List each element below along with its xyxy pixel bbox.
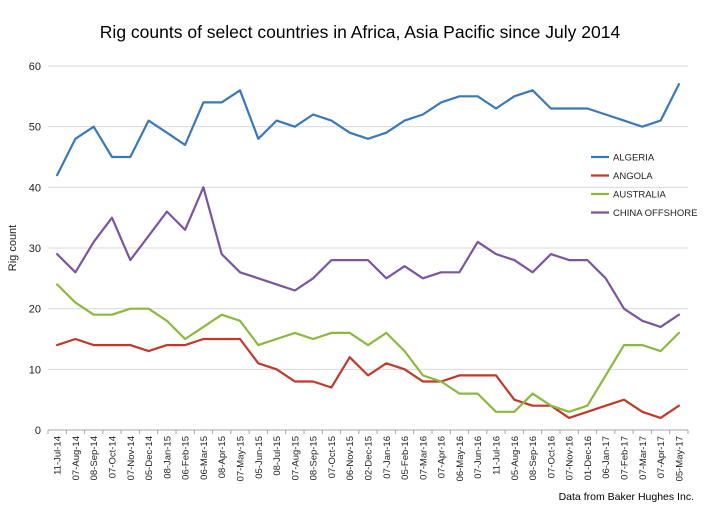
x-tick-label: 07-Mar-17 — [638, 436, 649, 480]
series-line-algeria — [55, 83, 681, 177]
x-tick-label: 11-Jul-14 — [53, 436, 64, 475]
x-tick-label: 07-Aug-14 — [71, 436, 82, 480]
x-tick-label: 07-Jun-16 — [473, 436, 484, 479]
x-tick-label: 05-Dec-14 — [144, 436, 155, 480]
x-tick-label: 05-Feb-16 — [400, 436, 411, 480]
legend: ALGERIA ANGOLA AUSTRALIA CHINA OFFSHORE — [591, 153, 697, 219]
x-tick-label: 08-Jan-15 — [162, 436, 173, 479]
y-tick-label: 0 — [35, 425, 41, 437]
x-tick-label: 02-Dec-15 — [364, 436, 375, 480]
x-tick-label: 08-Jul-15 — [272, 436, 283, 476]
x-tick-label: 08-Apr-15 — [217, 436, 228, 478]
x-tick-label: 06-Nov-15 — [345, 436, 356, 480]
y-tick-label: 60 — [29, 61, 41, 73]
legend-label: CHINA OFFSHORE — [613, 208, 697, 219]
x-tick-label: 08-Sep-16 — [528, 436, 539, 480]
x-tick-label: 07-Mar-16 — [418, 436, 429, 480]
x-tick-label: 07-Oct-16 — [546, 436, 557, 478]
axes: 0 10 20 30 40 50 60 11-Jul-14 07-Aug-14 08-Sep-14… — [29, 61, 689, 481]
legend-label: AUSTRALIA — [613, 190, 666, 201]
y-tick-label: 50 — [29, 122, 41, 134]
y-axis-title: Rig count — [7, 225, 19, 271]
legend-label: ALGERIA — [613, 153, 655, 164]
x-tick-label: 06-Feb-15 — [181, 436, 192, 480]
chart-title: Rig counts of select countries in Africa… — [99, 22, 621, 42]
series-line-australia — [55, 283, 681, 413]
x-tick-label: 06-Jan-17 — [601, 436, 612, 479]
series-line-china-offshore — [55, 186, 681, 328]
x-tick-label: 07-Jan-16 — [382, 436, 393, 479]
x-tick-label: 07-Nov-14 — [126, 436, 137, 480]
source-note: Data from Baker Hughes Inc. — [558, 491, 694, 503]
x-tick-label: 07-Oct-15 — [327, 436, 338, 478]
x-tick-label: 07-Oct-14 — [108, 436, 119, 478]
y-tick-label: 30 — [29, 243, 41, 255]
x-tick-label: 07-May-15 — [236, 436, 247, 481]
series-line-angola — [55, 337, 681, 419]
series-lines — [55, 83, 681, 419]
y-tick-label: 10 — [29, 364, 41, 376]
x-tick-label: 07-Apr-16 — [437, 436, 448, 478]
legend-label: ANGOLA — [613, 171, 653, 182]
x-tick-label: 08-Sep-14 — [89, 436, 100, 480]
x-tick-label: 06-Mar-15 — [199, 436, 210, 480]
x-tick-label: 05-Aug-16 — [510, 436, 521, 480]
x-tick-label: 07-Nov-16 — [565, 436, 576, 480]
y-tick-label: 40 — [29, 182, 41, 194]
x-tick-label: 06-May-16 — [455, 436, 466, 481]
x-tick-label: 07-Feb-17 — [620, 436, 631, 480]
x-tick-label: 01-Dec-16 — [583, 436, 594, 480]
x-tick-label: 07-Aug-15 — [290, 436, 301, 480]
x-tick-label: 05-May-17 — [674, 436, 685, 481]
x-tick-label: 05-Jun-15 — [254, 436, 265, 479]
x-tick-label: 08-Sep-15 — [309, 436, 320, 480]
x-tick-label: 07-Apr-17 — [656, 436, 667, 478]
y-tick-label: 20 — [29, 304, 41, 316]
x-tick-label: 11-Jul-16 — [492, 436, 503, 475]
